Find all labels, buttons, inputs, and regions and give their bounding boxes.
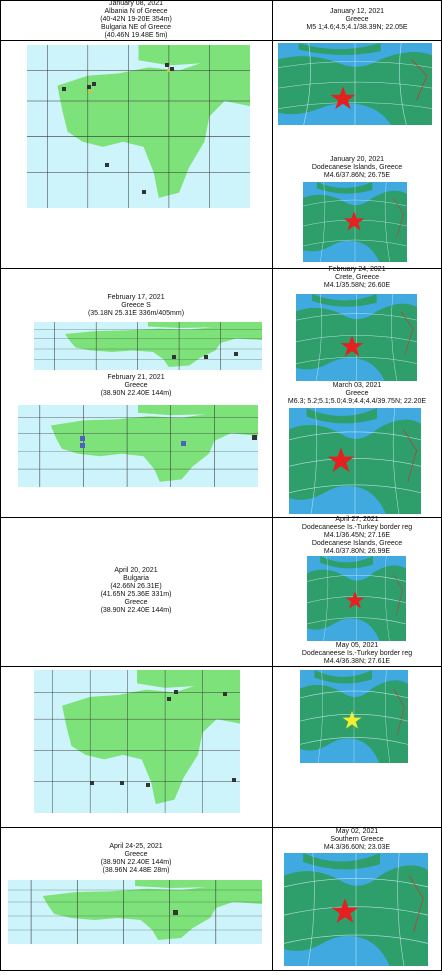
text-line: Greece (345, 390, 369, 397)
text-line: May 02, 2021 (335, 828, 379, 835)
text-line: April 24-25, 2021 (109, 843, 163, 850)
text-line: Albania N of Greece (104, 8, 168, 15)
map-image (27, 45, 250, 208)
cell-text: April 27, 2021 Dodecaneese Is.-Turkey bor… (272, 516, 442, 556)
text-line: M5 1;4.6;4.5;4.1/38.39N; 22.05E (306, 24, 408, 31)
text-line: March 03, 2021 (332, 382, 382, 389)
text-line: M4.1/36.45N; 27.16E (323, 532, 391, 539)
cell-text: April 20, 2021 Bulgaria (42.66N 26.31E) (41… (0, 567, 272, 615)
text-line: Greece (124, 851, 148, 858)
cell-text: March 03, 2021 Greece M6.3; 5.2;5.1;5.0;4.… (272, 382, 442, 406)
text-line: Greece S (121, 302, 151, 309)
rule (0, 268, 442, 269)
text-line: Dodecanese Islands, Greece (311, 540, 403, 547)
map-image (18, 405, 258, 487)
text-line: Dodecaneese Is.-Turkey border reg (301, 524, 413, 531)
text-line: Bulgaria NE of Greece (100, 24, 172, 31)
map-image (300, 670, 408, 763)
cell-text: May 02, 2021 Southern Greece M4.3/36.60N; … (272, 828, 442, 852)
text-line: (40.46N 19.48E 5m) (104, 32, 168, 39)
text-line: (41.65N 25.36E 331m) (100, 591, 172, 598)
rule (0, 517, 442, 518)
text-line: February 17, 2021 (107, 294, 165, 301)
text-line: M4.1/35.58N; 26.60E (323, 282, 391, 289)
rule (0, 827, 442, 828)
map-image (307, 556, 406, 641)
cell-text: April 24-25, 2021 Greece (38.90N 22.40E 14… (0, 843, 272, 875)
text-line: M4.0/37.80N; 26.99E (323, 548, 391, 555)
text-line: (38.90N 22.40E 144m) (100, 390, 172, 397)
cell-text: February 24, 2021 Crete, Greece M4.1/35.58… (272, 266, 442, 290)
map-image (34, 322, 262, 370)
rule (0, 0, 442, 1)
text-line: January 08, 2021 (108, 0, 164, 7)
cell-text: February 17, 2021 Greece S (35.18N 25.31E … (0, 294, 272, 318)
rule (0, 40, 442, 41)
text-line: M4.6/37.86N; 26.75E (323, 172, 391, 179)
text-line: (42.66N 26.31E) (110, 583, 162, 590)
map-image (8, 880, 262, 944)
map-image (278, 43, 432, 125)
text-line: April 27, 2021 (335, 516, 379, 523)
rule (0, 0, 1, 971)
cell-text: February 21, 2021 Greece (38.90N 22.40E 14… (0, 374, 272, 398)
text-line: M4.4/36.38N; 27.61E (323, 658, 391, 665)
map-image (34, 670, 240, 813)
text-line: May 05, 2021 (335, 642, 379, 649)
text-line: February 21, 2021 (107, 374, 165, 381)
text-line: Southern Greece (330, 836, 384, 843)
text-line: Dodecaneese Is.-Turkey border reg (301, 650, 413, 657)
text-line: Greece (124, 599, 148, 606)
map-image (284, 853, 428, 966)
rule (272, 0, 273, 971)
cell-text: January 20, 2021 Dodecanese Islands, Gree… (272, 156, 442, 180)
cell-text: May 05, 2021 Dodecaneese Is.-Turkey borde… (272, 642, 442, 666)
rule (0, 970, 442, 971)
map-image (303, 182, 407, 262)
text-line: (40-42N 19-20E 354m) (100, 16, 172, 23)
text-line: January 20, 2021 (329, 156, 385, 163)
text-line: (35.18N 25.31E 336m/405mm) (87, 310, 185, 317)
text-line: January 12, 2021 (329, 8, 385, 15)
text-line: Greece (345, 16, 369, 23)
text-line: M6.3; 5.2;5.1;5.0;4.9;4.4;4.4/39.75N; 22… (287, 398, 427, 405)
rule (0, 666, 442, 667)
text-line: (38.90N 22.40E 144m) (100, 607, 172, 614)
text-line: (38.96N 24.48E 28m) (102, 867, 170, 874)
text-line: Greece (124, 382, 148, 389)
text-line: February 24, 2021 (328, 266, 386, 273)
cell-text: January 08, 2021 Albania N of Greece (40-4… (0, 0, 272, 40)
text-line: April 20, 2021 (114, 567, 158, 574)
text-line: Dodecanese Islands, Greece (311, 164, 403, 171)
map-image (289, 408, 421, 514)
text-line: (38.90N 22.40E 144m) (100, 859, 172, 866)
cell-text: January 12, 2021 Greece M5 1;4.6;4.5;4.1/3… (272, 8, 442, 32)
text-line: Crete, Greece (335, 274, 379, 281)
map-image (296, 294, 417, 381)
text-line: M4.3/36.60N; 23.03E (323, 844, 391, 851)
text-line: Bulgaria (123, 575, 149, 582)
